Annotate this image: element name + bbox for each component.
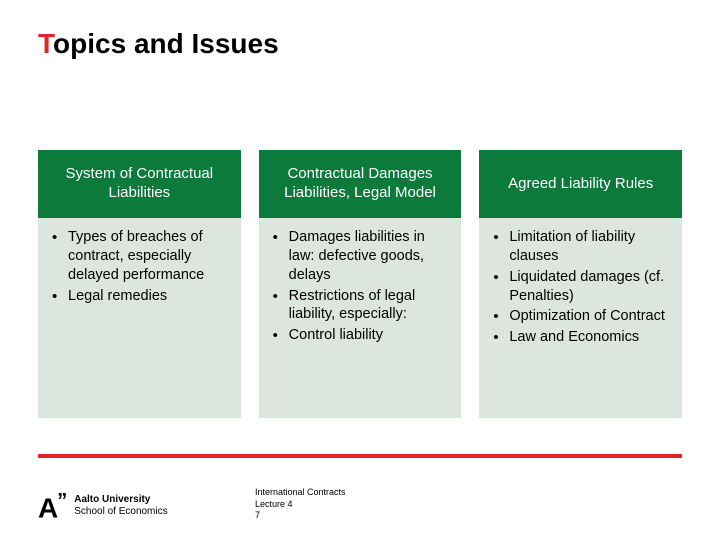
footer-line2: Lecture 4	[255, 499, 346, 511]
column-1: System of Contractual Liabilities Types …	[38, 150, 241, 418]
column-2-body: Damages liabilities in law: defective go…	[259, 218, 462, 418]
column-2: Contractual Damages Liabilities, Legal M…	[259, 150, 462, 418]
list-item: Law and Economics	[487, 328, 674, 347]
footer-logo-area: A” Aalto University School of Economics	[38, 491, 168, 522]
slide-title: Topics and Issues	[38, 28, 279, 60]
logo-line2: School of Economics	[74, 506, 167, 518]
logo: A” Aalto University School of Economics	[38, 491, 168, 522]
logo-quote: ”	[57, 490, 66, 512]
footer-line3: 7	[255, 510, 346, 522]
list-item: Damages liabilities in law: defective go…	[267, 228, 454, 285]
columns-container: System of Contractual Liabilities Types …	[38, 150, 682, 418]
title-rest: opics and Issues	[53, 28, 279, 59]
divider	[38, 454, 682, 458]
title-accent: T	[38, 28, 53, 59]
column-1-body: Types of breaches of contract, especiall…	[38, 218, 241, 418]
footer-meta: International Contracts Lecture 4 7	[255, 487, 346, 522]
list-item: Optimization of Contract	[487, 307, 674, 326]
list-item: Limitation of liability clauses	[487, 228, 674, 266]
column-3-header: Agreed Liability Rules	[479, 150, 682, 218]
list-item: Legal remedies	[46, 287, 233, 306]
column-1-header: System of Contractual Liabilities	[38, 150, 241, 218]
logo-letter: A	[38, 492, 57, 523]
list-item: Control liability	[267, 326, 454, 345]
column-3: Agreed Liability Rules Limitation of lia…	[479, 150, 682, 418]
footer-line1: International Contracts	[255, 487, 346, 499]
column-3-body: Limitation of liability clauses Liquidat…	[479, 218, 682, 418]
logo-line1: Aalto University	[74, 494, 167, 506]
column-2-header: Contractual Damages Liabilities, Legal M…	[259, 150, 462, 218]
logo-mark: A”	[38, 491, 66, 522]
list-item: Types of breaches of contract, especiall…	[46, 228, 233, 285]
list-item: Liquidated damages (cf. Penalties)	[487, 268, 674, 306]
list-item: Restrictions of legal liability, especia…	[267, 287, 454, 325]
logo-text: Aalto University School of Economics	[74, 494, 167, 518]
